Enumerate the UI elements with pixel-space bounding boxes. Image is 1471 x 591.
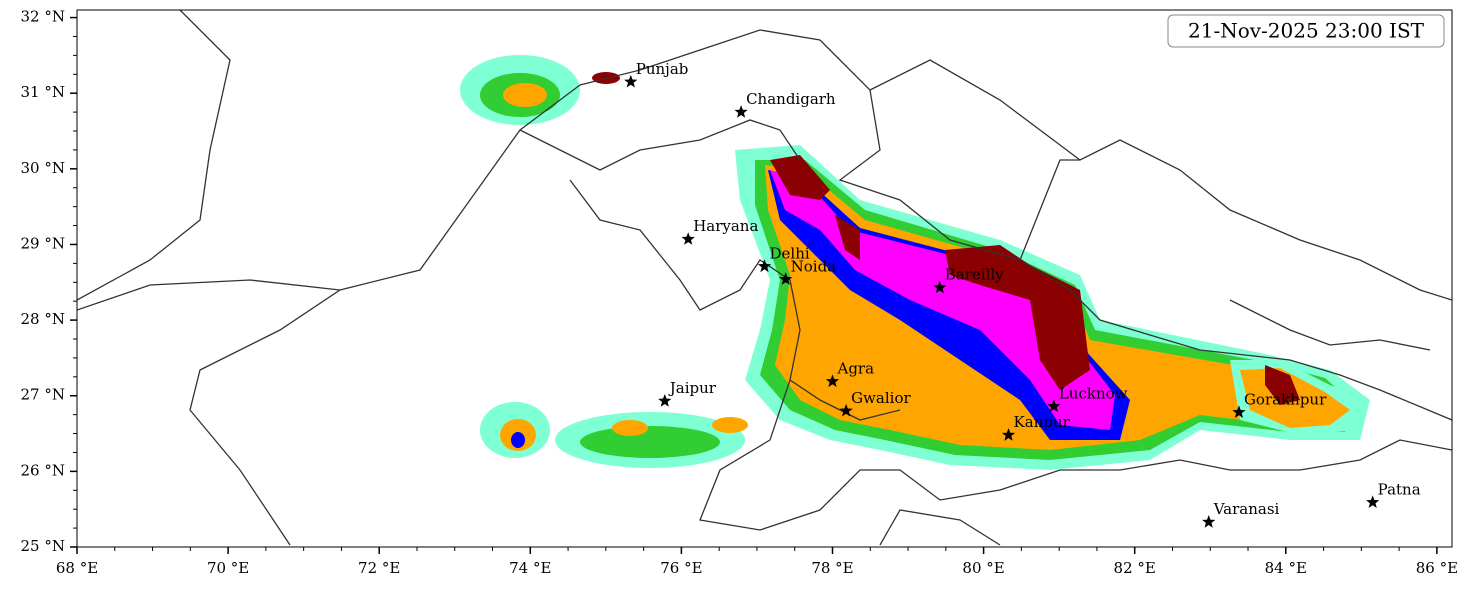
x-tick-label: 76 °E (660, 559, 702, 577)
city-marker (1202, 515, 1216, 528)
city-label: Jaipur (668, 379, 717, 397)
precipitation (460, 55, 1370, 470)
borders (77, 10, 1452, 546)
city-label: Agra (836, 359, 874, 377)
x-tick-label: 74 °E (509, 559, 551, 577)
city-marker (1366, 495, 1380, 508)
city-label: Haryana (693, 217, 758, 235)
y-tick-label: 31 °N (21, 83, 65, 101)
city-marker (933, 280, 947, 294)
y-tick-label: 25 °N (21, 537, 65, 555)
city-marker (681, 232, 695, 245)
city-marker (757, 259, 772, 273)
city-marker (1001, 428, 1016, 441)
city-marker (779, 272, 793, 285)
city-marker (658, 394, 672, 407)
city-label: Noida (791, 257, 837, 275)
city-label: Gorakhpur (1244, 390, 1327, 408)
city-label: Bareilly (945, 266, 1004, 284)
city-label: Kanpur (1014, 413, 1071, 431)
x-tick-label: 84 °E (1265, 559, 1307, 577)
city-label: Lucknow (1059, 384, 1128, 402)
city-marker (734, 105, 748, 118)
map-frame (76, 9, 1453, 548)
city-label: Chandigarh (746, 90, 836, 108)
x-tick-label: 68 °E (56, 559, 98, 577)
y-tick-label: 32 °N (21, 8, 65, 26)
city-label: Varanasi (1213, 500, 1280, 518)
city-label: Gwalior (851, 389, 911, 407)
timestamp-box (1167, 14, 1445, 48)
timestamp: 21-Nov-2025 23:00 IST (1188, 19, 1425, 43)
y-tick-label: 28 °N (21, 310, 65, 328)
city-label: Delhi (770, 244, 810, 262)
city-marker (624, 74, 638, 88)
x-tick-label: 86 °E (1416, 559, 1458, 577)
city-marker (839, 403, 853, 417)
y-tick-label: 26 °N (21, 461, 65, 479)
x-tick-label: 80 °E (962, 559, 1004, 577)
city-marker (1232, 405, 1246, 418)
city-label: Patna (1378, 480, 1421, 498)
city-marker (825, 374, 840, 387)
x-tick-label: 72 °E (358, 559, 400, 577)
x-tick-label: 82 °E (1114, 559, 1156, 577)
x-tick-label: 78 °E (811, 559, 853, 577)
x-tick-label: 70 °E (207, 559, 249, 577)
map-layer (77, 10, 1452, 546)
city-marker (1047, 399, 1061, 412)
y-tick-label: 29 °N (21, 234, 65, 252)
y-tick-label: 27 °N (21, 386, 65, 404)
y-tick-label: 30 °N (21, 159, 65, 177)
city-label: Punjab (636, 60, 689, 78)
